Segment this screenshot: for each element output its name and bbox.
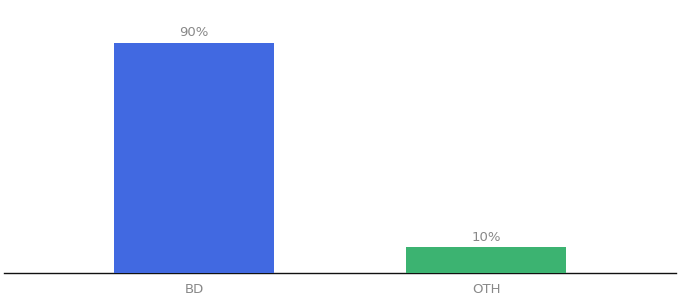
Bar xyxy=(114,43,274,273)
Text: 10%: 10% xyxy=(471,231,500,244)
Bar xyxy=(406,248,566,273)
Text: 90%: 90% xyxy=(180,26,209,39)
